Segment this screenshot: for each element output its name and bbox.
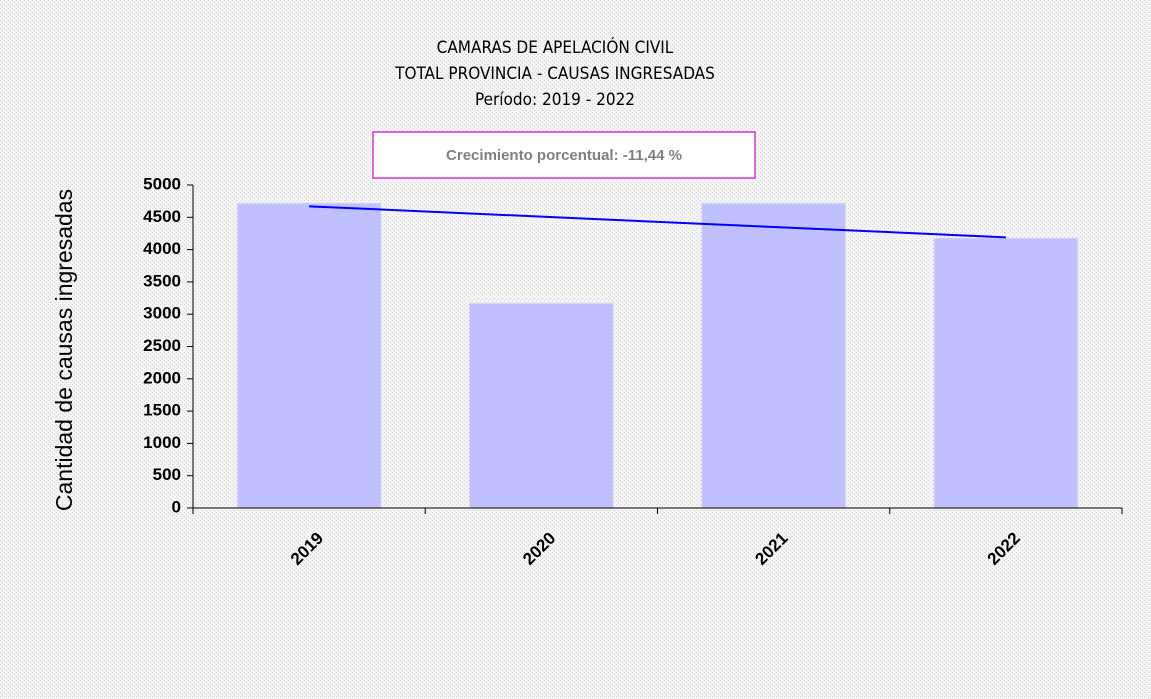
y-tick-label: 500 bbox=[153, 465, 181, 484]
bar bbox=[468, 302, 614, 509]
y-tick-label: 3000 bbox=[143, 304, 181, 323]
y-tick-label: 1000 bbox=[143, 433, 181, 452]
bar bbox=[236, 202, 382, 509]
bar bbox=[701, 202, 847, 509]
y-tick-label: 5000 bbox=[143, 174, 181, 193]
y-tick-label: 2500 bbox=[143, 336, 181, 355]
y-tick-label: 2000 bbox=[143, 368, 181, 387]
chart-subtitle: Período: 2019 - 2022 bbox=[475, 90, 635, 110]
annotation-box bbox=[372, 131, 756, 179]
y-axis-label: Cantidad de causas ingresadas bbox=[51, 189, 77, 511]
annotation: Crecimiento porcentual: -11,44 % bbox=[446, 147, 682, 164]
y-tick-label: 4000 bbox=[143, 239, 181, 258]
chart-title: CAMARAS DE APELACIÓN CIVIL bbox=[437, 36, 674, 58]
chart-title: TOTAL PROVINCIA - CAUSAS INGRESADAS bbox=[394, 64, 715, 84]
y-tick-label: 4500 bbox=[143, 207, 181, 226]
bar bbox=[933, 237, 1079, 509]
trend-line bbox=[309, 205, 1006, 239]
y-tick-label: 1500 bbox=[143, 401, 181, 420]
y-tick-label: 3500 bbox=[143, 271, 181, 290]
y-tick-label: 0 bbox=[172, 497, 181, 516]
